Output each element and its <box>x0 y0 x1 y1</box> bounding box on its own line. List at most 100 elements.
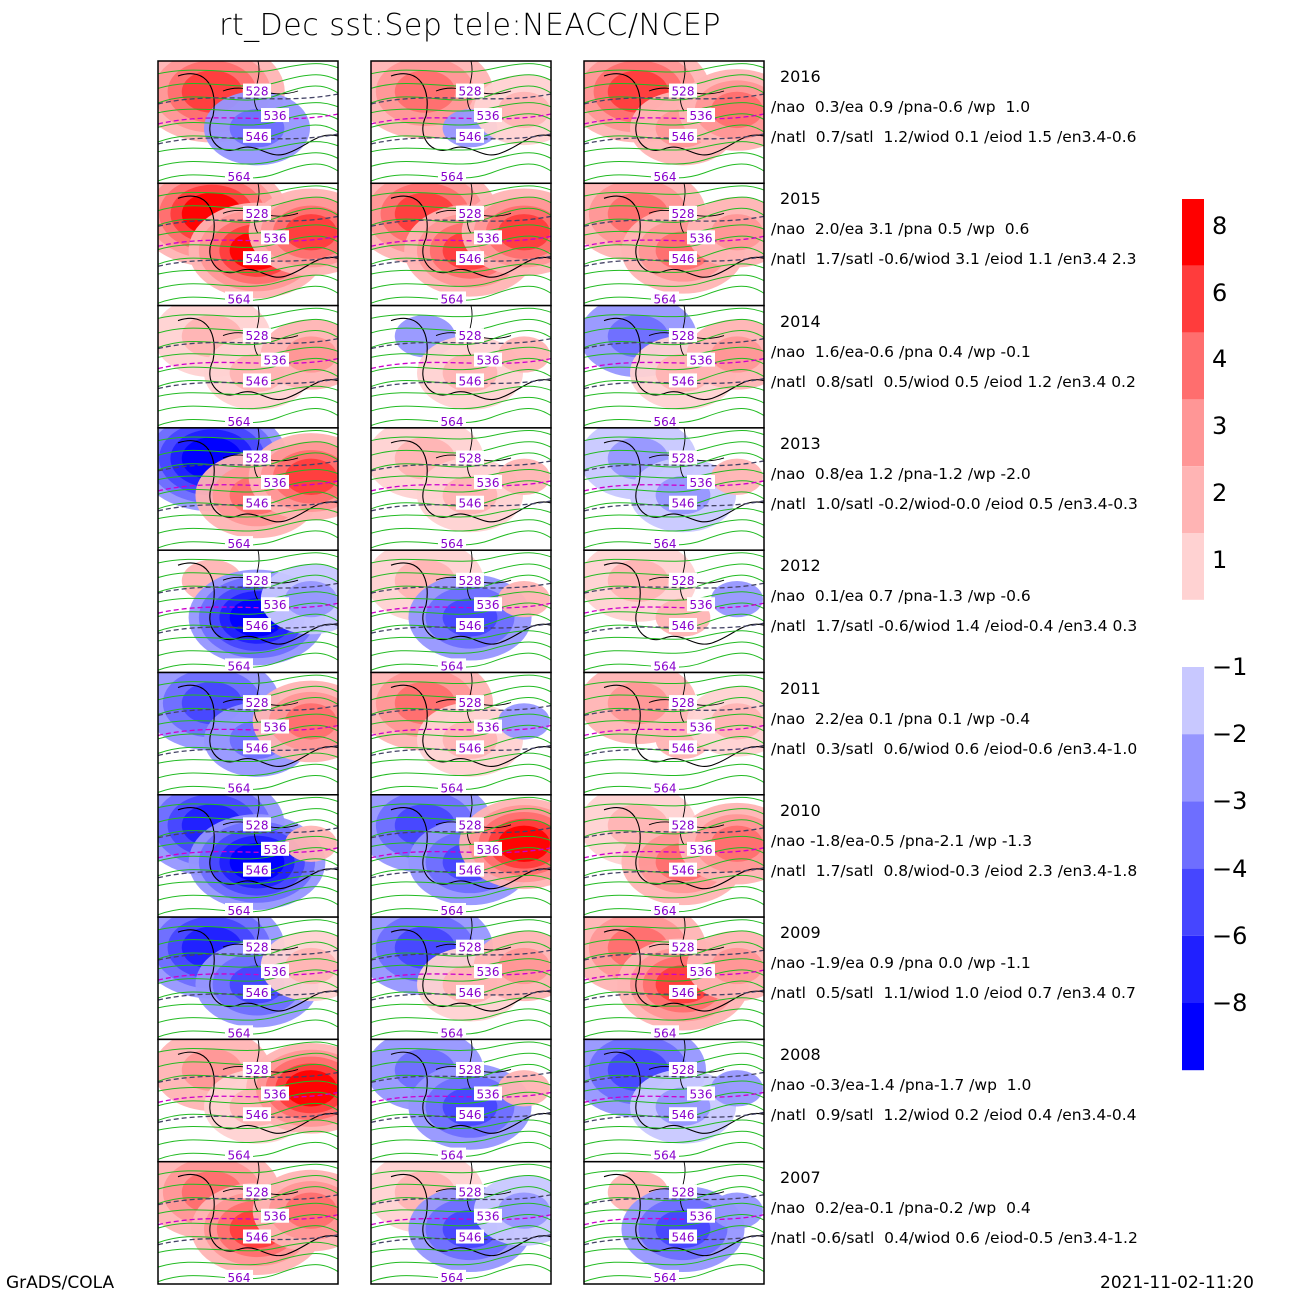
row-sst-indices: /natl 1.7/satl 0.8/wiod-0.3 /eiod 2.3 /e… <box>771 861 1138 880</box>
row-teleconnection-indices: /nao 0.8/ea 1.2 /pna-1.2 /wp -2.0 <box>771 464 1031 483</box>
contour-label: 536 <box>690 231 713 245</box>
colorbar-label: 3 <box>1212 412 1228 441</box>
contour-label: 546 <box>459 619 482 633</box>
contour-label: 528 <box>672 696 695 710</box>
map-panel-2015-2: 528 536 546 564 <box>370 182 552 307</box>
colorbar-label: 1 <box>1212 545 1228 574</box>
contour-label: 528 <box>672 207 695 221</box>
map-panel-2011-2: 528 536 546 564 <box>370 671 552 796</box>
colorbar-label: −3 <box>1212 787 1248 816</box>
colorbar-swatch-negative-5 <box>1182 935 1204 1003</box>
map-panel-2013-1: 528 536 546 564 <box>157 427 339 551</box>
map-panel-2015-3: 528 536 546 564 <box>583 182 765 307</box>
map-panel-2007-1: 528 536 546 564 <box>157 1160 339 1285</box>
colorbar-swatch-negative-3 <box>1182 801 1204 869</box>
contour-label: 564 <box>441 1026 464 1040</box>
contour-label: 546 <box>246 986 269 1000</box>
map-panel-2007-2: 528 536 546 564 <box>370 1160 552 1285</box>
contour-label: 546 <box>246 252 269 266</box>
colorbar-swatch-positive-1 <box>1182 199 1204 266</box>
row-year-2011: 2011 <box>780 678 821 698</box>
contour-label: 564 <box>228 170 251 184</box>
contour-label: 528 <box>672 1185 695 1199</box>
contour-label: 528 <box>246 1063 269 1077</box>
row-teleconnection-indices: /nao -1.9/ea 0.9 /pna 0.0 /wp -1.1 <box>771 954 1031 973</box>
map-panel-2012-2: 528 536 546 564 <box>370 549 552 674</box>
map-panel-2008-2: 528 536 546 564 <box>370 1038 552 1163</box>
contour-label: 546 <box>459 986 482 1000</box>
map-panel-2009-3: 528 536 546 564 <box>583 916 765 1041</box>
contour-label: 536 <box>477 843 500 857</box>
contour-label: 528 <box>246 207 269 221</box>
contour-label: 536 <box>477 965 500 979</box>
row-sst-indices: /natl 1.7/satl -0.6/wiod 1.4 /eiod-0.4 /… <box>771 617 1138 636</box>
contour-label: 536 <box>690 965 713 979</box>
contour-label: 546 <box>246 741 269 755</box>
contour-label: 528 <box>246 85 269 99</box>
contour-label: 546 <box>459 741 482 755</box>
contour-label: 564 <box>654 1149 677 1163</box>
colorbar-swatch-positive-6 <box>1182 533 1204 600</box>
contour-label: 564 <box>654 415 677 429</box>
contour-label: 536 <box>477 598 500 612</box>
contour-label: 546 <box>246 1231 269 1245</box>
colorbar-label: −6 <box>1212 921 1248 950</box>
row-teleconnection-indices: /nao 2.0/ea 3.1 /pna 0.5 /wp 0.6 <box>771 220 1030 239</box>
contour-label: 546 <box>459 864 482 878</box>
contour-label: 546 <box>672 864 695 878</box>
contour-label: 536 <box>264 354 287 368</box>
contour-label: 564 <box>654 659 677 673</box>
contour-label: 528 <box>246 818 269 832</box>
row-teleconnection-indices: /nao -1.8/ea-0.5 /pna-2.1 /wp -1.3 <box>771 831 1033 850</box>
footer-timestamp: 2021-11-02-11:20 <box>1100 1273 1254 1293</box>
map-panel-2009-1: 528 536 546 564 <box>157 916 339 1041</box>
contour-label: 536 <box>477 721 500 735</box>
contour-label: 564 <box>441 659 464 673</box>
map-panel-2013-3: 528 536 546 564 <box>583 427 765 551</box>
contour-label: 528 <box>459 1185 482 1199</box>
colorbar-label: 2 <box>1212 479 1228 507</box>
row-year-2009: 2009 <box>780 923 821 943</box>
contour-label: 528 <box>459 85 482 99</box>
contour-label: 546 <box>672 986 695 1000</box>
map-panel-2014-1: 528 536 546 564 <box>157 304 339 429</box>
row-year-2015: 2015 <box>780 189 821 209</box>
contour-label: 528 <box>672 85 695 99</box>
contour-label: 536 <box>690 1087 713 1101</box>
contour-label: 536 <box>690 109 713 123</box>
map-panel-2014-2: 528 536 546 564 <box>370 304 552 429</box>
map-panel-2010-3: 528 536 546 564 <box>583 794 765 918</box>
contour-label: 528 <box>672 451 695 465</box>
contour-label: 564 <box>654 782 677 796</box>
row-sst-indices: /natl 0.9/satl 1.2/wiod 0.2 /eiod 0.4 /e… <box>771 1106 1137 1125</box>
map-panel-2008-3: 528 536 546 564 <box>583 1038 765 1163</box>
colorbar-swatch-negative-6 <box>1182 1003 1204 1071</box>
contour-label: 546 <box>459 374 482 388</box>
contour-label: 564 <box>441 1149 464 1163</box>
map-panel-2015-1: 528 536 546 564 <box>157 182 339 307</box>
contour-label: 546 <box>459 1231 482 1245</box>
colorbar-label: 6 <box>1212 278 1228 307</box>
contour-label: 564 <box>654 170 677 184</box>
row-year-2014: 2014 <box>780 311 821 331</box>
contour-label: 546 <box>672 1108 695 1122</box>
contour-label: 528 <box>459 451 482 465</box>
contour-label: 564 <box>228 904 251 918</box>
row-year-2008: 2008 <box>780 1045 821 1065</box>
contour-label: 536 <box>690 721 713 735</box>
contour-label: 528 <box>672 329 695 343</box>
contour-label: 536 <box>477 354 500 368</box>
row-year-2010: 2010 <box>780 800 821 820</box>
colorbar-swatch-positive-5 <box>1182 466 1204 533</box>
row-year-2012: 2012 <box>780 556 821 576</box>
contour-label: 546 <box>459 497 482 511</box>
contour-label: 536 <box>690 476 713 490</box>
contour-label: 564 <box>654 1026 677 1040</box>
contour-label: 564 <box>228 537 251 551</box>
contour-label: 536 <box>264 721 287 735</box>
row-sst-indices: /natl -0.6/satl 0.4/wiod 0.6 /eiod-0.5 /… <box>771 1228 1138 1247</box>
contour-label: 528 <box>246 451 269 465</box>
contour-label: 546 <box>246 497 269 511</box>
contour-label: 528 <box>246 696 269 710</box>
